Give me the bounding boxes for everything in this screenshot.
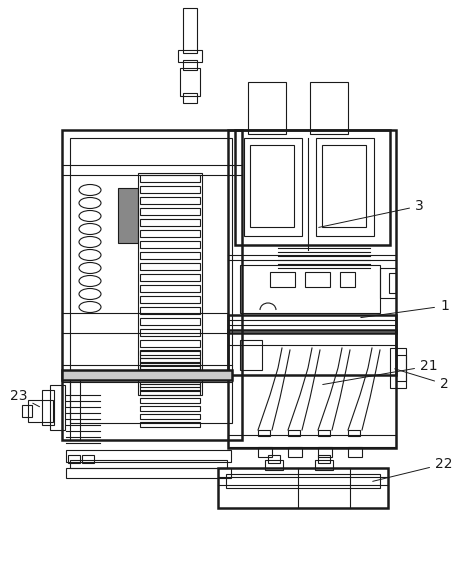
Bar: [183, 60, 197, 70]
Bar: [140, 307, 200, 314]
Bar: [178, 50, 202, 62]
Bar: [140, 175, 200, 182]
Bar: [140, 296, 200, 303]
Bar: [140, 382, 200, 387]
Bar: [318, 447, 332, 457]
Bar: [228, 315, 396, 333]
Bar: [140, 186, 200, 193]
Bar: [240, 340, 262, 370]
Bar: [235, 130, 390, 245]
Bar: [248, 82, 286, 134]
Bar: [140, 263, 200, 270]
Bar: [258, 430, 270, 436]
Bar: [140, 358, 200, 363]
Bar: [140, 241, 200, 248]
Text: 22: 22: [373, 457, 453, 481]
Bar: [270, 272, 295, 287]
Bar: [66, 450, 231, 462]
Bar: [66, 468, 231, 478]
Bar: [62, 130, 242, 440]
Bar: [140, 230, 200, 237]
Bar: [322, 145, 366, 227]
Bar: [244, 138, 302, 236]
Bar: [140, 285, 200, 292]
Bar: [140, 219, 200, 226]
Bar: [288, 430, 300, 436]
Bar: [140, 390, 200, 395]
Text: 1: 1: [361, 299, 449, 318]
Bar: [140, 373, 200, 380]
Bar: [340, 272, 355, 287]
Bar: [138, 173, 202, 395]
Bar: [140, 197, 200, 204]
Bar: [318, 455, 330, 463]
Bar: [390, 348, 406, 388]
Bar: [68, 455, 80, 463]
Text: 2: 2: [395, 369, 449, 391]
Bar: [140, 384, 200, 391]
Bar: [118, 188, 138, 243]
Bar: [140, 329, 200, 336]
Bar: [316, 138, 374, 236]
Bar: [140, 374, 200, 379]
Text: 23: 23: [10, 389, 39, 407]
Bar: [82, 455, 94, 463]
Bar: [288, 447, 302, 457]
Bar: [28, 400, 53, 422]
Bar: [265, 460, 283, 470]
Bar: [62, 370, 232, 380]
Bar: [380, 268, 396, 298]
Bar: [140, 350, 200, 355]
Bar: [140, 274, 200, 281]
Bar: [140, 318, 200, 325]
Bar: [348, 430, 360, 436]
Bar: [22, 405, 32, 417]
Bar: [318, 430, 330, 436]
Bar: [183, 8, 197, 53]
Bar: [305, 272, 330, 287]
Bar: [396, 355, 406, 381]
Bar: [180, 68, 200, 96]
Bar: [389, 273, 396, 293]
Text: 21: 21: [323, 359, 438, 385]
Bar: [50, 385, 65, 430]
Bar: [226, 474, 380, 488]
Bar: [310, 82, 348, 134]
Bar: [140, 414, 200, 419]
Bar: [140, 208, 200, 215]
Bar: [140, 340, 200, 347]
Bar: [140, 422, 200, 427]
Bar: [228, 330, 396, 448]
Bar: [183, 93, 197, 103]
Bar: [240, 265, 380, 313]
Bar: [70, 138, 232, 423]
Bar: [268, 455, 280, 463]
Bar: [250, 145, 294, 227]
Bar: [42, 390, 54, 425]
Bar: [218, 468, 388, 508]
Bar: [140, 362, 200, 369]
Bar: [228, 130, 396, 375]
Text: 3: 3: [319, 199, 424, 228]
Bar: [348, 447, 362, 457]
Bar: [228, 435, 396, 447]
Bar: [140, 406, 200, 411]
Bar: [315, 460, 333, 470]
Bar: [140, 252, 200, 259]
Bar: [140, 366, 200, 371]
Bar: [258, 447, 272, 457]
Bar: [140, 351, 200, 358]
Bar: [140, 398, 200, 403]
Bar: [70, 460, 227, 468]
